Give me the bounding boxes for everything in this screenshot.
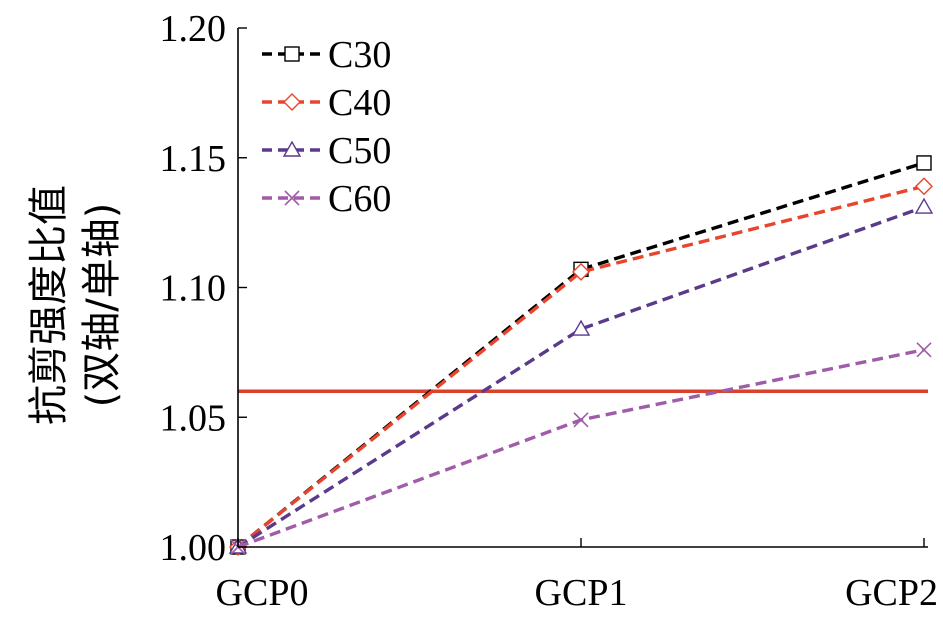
y-tick-label: 1.10: [160, 268, 227, 310]
x-tick-label: GCP2: [845, 572, 938, 614]
series-line-c30: [236, 161, 925, 549]
data-point-c40: [915, 177, 933, 196]
data-point-c30: [916, 155, 932, 171]
series-line-c50: [237, 205, 925, 549]
y-tick-label: 1.05: [160, 397, 227, 439]
legend-item-c60: C60: [262, 178, 391, 220]
data-point-c60: [916, 342, 932, 358]
x-tick-label: GCP0: [216, 572, 309, 614]
legend-label: C30: [328, 34, 391, 76]
legend-item-c50: C50: [262, 130, 391, 172]
legend-marker: [283, 93, 301, 111]
y-tick-label: 1.00: [160, 527, 227, 569]
data-point-c50: [914, 197, 934, 214]
x-tick-label: GCP1: [535, 572, 628, 614]
data-point-c60: [573, 412, 589, 428]
legend-label: C40: [328, 82, 391, 124]
data-point-c50: [571, 319, 591, 336]
legend-marker: [284, 46, 300, 62]
y-axis-label: 抗剪强度比值: [26, 185, 72, 425]
legend-item-c30: C30: [262, 34, 391, 76]
legend-marker: [282, 140, 302, 157]
series-line-c40: [236, 184, 925, 549]
data-point-c40: [572, 262, 590, 281]
legend-label: C50: [328, 130, 391, 172]
y-tick-label: 1.20: [160, 8, 227, 50]
series-line-c60: [237, 348, 925, 549]
y-tick-label: 1.15: [160, 138, 227, 180]
legend-label: C60: [328, 178, 391, 220]
y-axis-label-sub: (双轴/单轴): [79, 203, 125, 408]
legend-item-c40: C40: [262, 82, 391, 124]
legend-marker: [284, 190, 300, 206]
